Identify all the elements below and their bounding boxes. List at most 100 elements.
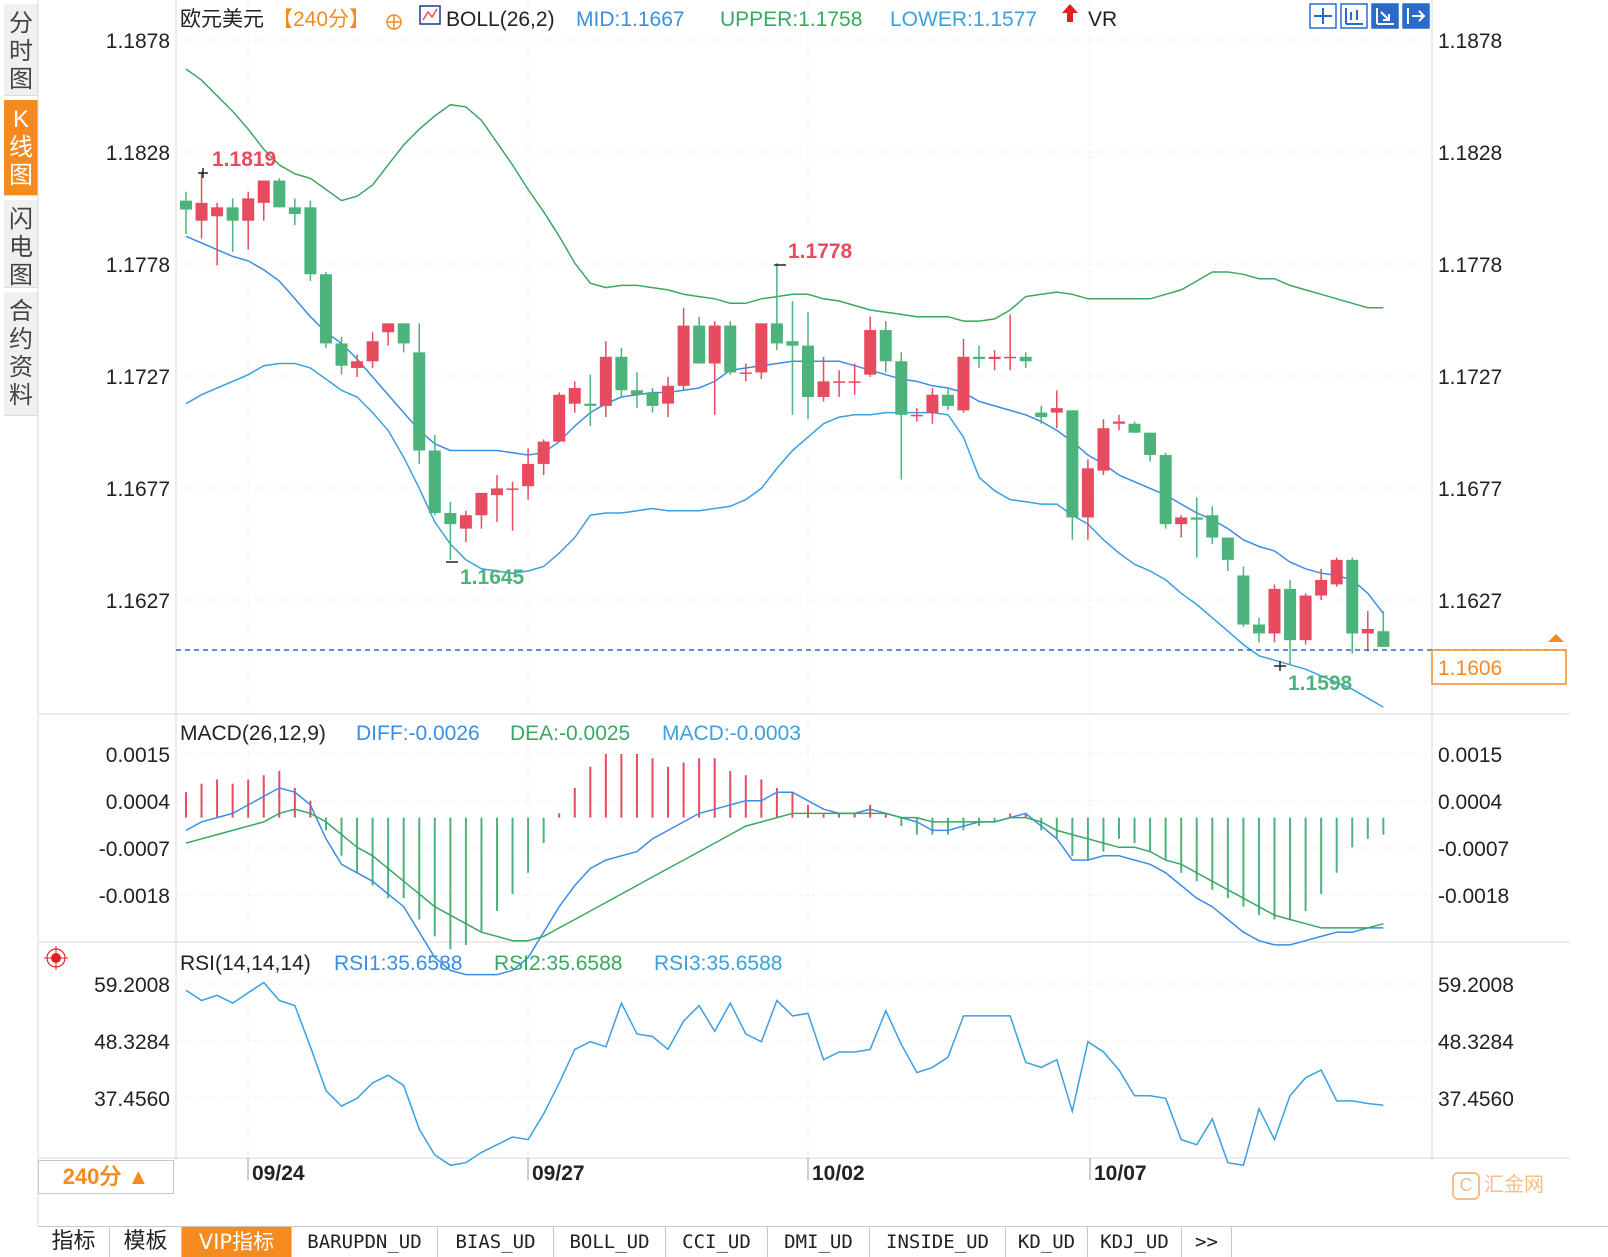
candle-body	[444, 512, 457, 525]
candle	[522, 448, 535, 500]
candle	[973, 345, 986, 368]
price-alert-icon[interactable]	[1548, 634, 1564, 642]
candle-body	[351, 361, 364, 368]
macd-dea-line	[185, 808, 1384, 942]
indicator-tab[interactable]: BIAS_UD	[438, 1227, 554, 1257]
macd-diff-line	[185, 787, 1384, 976]
indicator-tab[interactable]: BARUPDN_UD	[292, 1227, 438, 1257]
candle	[646, 388, 659, 413]
candle-body	[895, 361, 908, 415]
indicator-tab[interactable]: KD_UD	[1006, 1227, 1088, 1257]
candle-body	[413, 352, 426, 451]
candle	[1237, 566, 1250, 627]
candle-body	[910, 414, 923, 417]
indicator-chart-icon[interactable]	[419, 5, 441, 25]
candle	[304, 200, 317, 281]
candle-body	[1221, 537, 1234, 560]
price-axis-label: 1.1778	[106, 254, 170, 277]
macd-diff: DIFF:-0.0026	[356, 722, 480, 745]
sidebar-tab[interactable]: 闪电图	[4, 200, 38, 289]
crosshair-icon[interactable]	[1309, 3, 1337, 29]
arrow-up-icon[interactable]	[1062, 4, 1078, 22]
candle	[1159, 452, 1172, 529]
candle	[708, 321, 721, 415]
x-tick-label: 10/07	[1094, 1162, 1147, 1185]
candle	[693, 316, 706, 364]
candle	[1377, 611, 1390, 647]
indicator-tab[interactable]: VIP指标	[182, 1227, 292, 1257]
macd-title: MACD(26,12,9)	[180, 722, 326, 745]
candle	[802, 312, 814, 420]
candle-body	[662, 385, 675, 404]
last-price-box	[1431, 649, 1567, 685]
candle-body	[1050, 408, 1063, 413]
candle	[848, 363, 861, 395]
candle-body	[1377, 631, 1390, 647]
indicator-tab[interactable]: INSIDE_UD	[870, 1227, 1006, 1257]
high-callout-2: 1.1778	[788, 240, 853, 263]
candle-body	[1252, 624, 1265, 634]
zoom-in-icon[interactable]	[1340, 3, 1368, 29]
indicator-tab[interactable]: KDJ_UD	[1088, 1227, 1182, 1257]
candle	[988, 350, 1001, 371]
candle	[211, 202, 224, 266]
boll-upper: UPPER:1.1758	[720, 8, 862, 31]
candle-body	[879, 330, 892, 362]
candle	[833, 370, 846, 397]
candle	[257, 180, 270, 221]
candle-body	[428, 450, 441, 513]
zoom-out-icon[interactable]	[1371, 3, 1399, 29]
candle-body	[1004, 356, 1017, 359]
exit-icon[interactable]	[1402, 3, 1430, 29]
candle-body	[864, 330, 877, 375]
candle	[1206, 506, 1219, 545]
candle-body	[319, 274, 332, 344]
candle	[957, 338, 970, 413]
candle	[615, 347, 628, 397]
candle-body	[568, 388, 581, 404]
settings-sun-icon[interactable]	[44, 946, 68, 970]
vr-label[interactable]: VR	[1088, 8, 1117, 31]
macd-axis-label: -0.0007	[1438, 838, 1509, 861]
candle	[553, 392, 566, 442]
candle	[397, 323, 410, 353]
indicator-tab[interactable]: CCI_UD	[666, 1227, 768, 1257]
price-axis-label: 1.1828	[1438, 142, 1502, 165]
candle	[506, 481, 519, 531]
candle	[770, 263, 783, 351]
candle	[755, 323, 768, 380]
boll-lower-line	[185, 362, 1384, 708]
candle-body	[599, 356, 612, 406]
candle	[319, 272, 332, 348]
sidebar-tab[interactable]: 合约资料	[4, 292, 38, 416]
sidebar-tab[interactable]: 分时图	[4, 4, 38, 96]
indicator-tab[interactable]: >>	[1182, 1227, 1232, 1257]
add-circle-icon[interactable]	[386, 14, 402, 30]
period-label[interactable]: 【240分】	[272, 8, 370, 31]
period-selector[interactable]: 240分 ▲	[38, 1160, 174, 1194]
candle	[739, 363, 752, 382]
candle	[1315, 568, 1328, 600]
macd-axis-label: -0.0018	[99, 885, 170, 908]
candle-body	[211, 207, 224, 217]
candle-body	[1315, 579, 1328, 596]
macd-value: MACD:-0.0003	[662, 722, 801, 745]
candle	[1330, 557, 1343, 587]
boll-lower: LOWER:1.1577	[890, 8, 1037, 31]
candle-body	[459, 515, 472, 529]
candle-body	[926, 394, 939, 413]
candle-body	[1159, 454, 1172, 525]
candle-body	[988, 356, 1001, 360]
indicator-tab[interactable]: 模板	[110, 1227, 182, 1257]
macd-axis-label: -0.0018	[1438, 885, 1509, 908]
indicator-tab[interactable]: 指标	[38, 1227, 110, 1257]
candle-body	[1206, 515, 1219, 538]
candle	[1004, 314, 1017, 371]
indicator-tab[interactable]: BOLL_UD	[554, 1227, 666, 1257]
candle-body	[693, 325, 706, 364]
candle	[724, 321, 737, 375]
indicator-tab[interactable]: DMI_UD	[768, 1227, 870, 1257]
macd-dea: DEA:-0.0025	[510, 722, 630, 745]
